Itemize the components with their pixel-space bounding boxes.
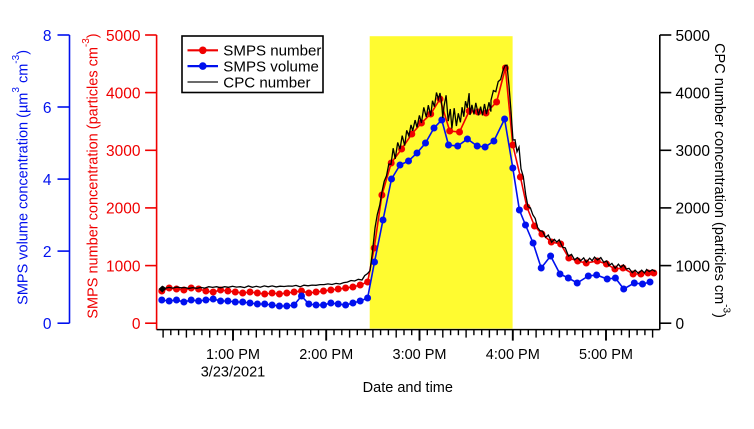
svg-text:SMPS number: SMPS number: [223, 43, 321, 60]
svg-text:4000: 4000: [676, 85, 711, 102]
svg-text:SMPS number concentration (par: SMPS number concentration (particles cm-…: [81, 33, 102, 318]
svg-text:5000: 5000: [676, 28, 711, 45]
svg-text:0: 0: [43, 316, 52, 333]
svg-text:2:00 PM: 2:00 PM: [299, 347, 353, 363]
svg-text:4:00 PM: 4:00 PM: [486, 347, 540, 363]
svg-text:3000: 3000: [676, 143, 711, 160]
svg-text:2: 2: [43, 244, 52, 261]
svg-text:5000: 5000: [106, 28, 141, 45]
svg-text:CPC number concentration (part: CPC number concentration (particles cm-3…: [711, 43, 732, 318]
svg-text:3000: 3000: [106, 143, 141, 160]
svg-text:3/23/2021: 3/23/2021: [201, 364, 266, 380]
svg-text:1000: 1000: [106, 258, 141, 275]
svg-text:0: 0: [132, 316, 141, 333]
svg-text:6: 6: [43, 100, 52, 117]
svg-text:Date and time: Date and time: [363, 380, 453, 396]
svg-text:SMPS volume: SMPS volume: [223, 59, 319, 76]
svg-text:4: 4: [43, 172, 52, 189]
svg-text:2000: 2000: [676, 201, 711, 218]
svg-text:0: 0: [676, 316, 685, 333]
svg-text:4000: 4000: [106, 85, 141, 102]
svg-text:3:00 PM: 3:00 PM: [393, 347, 447, 363]
svg-text:5:00 PM: 5:00 PM: [579, 347, 633, 363]
svg-text:SMPS volume concentration (µm3: SMPS volume concentration (µm3 cm-3): [11, 50, 32, 305]
svg-text:2000: 2000: [106, 201, 141, 218]
svg-text:8: 8: [43, 28, 52, 45]
svg-text:1:00 PM: 1:00 PM: [206, 347, 260, 363]
svg-text:1000: 1000: [676, 258, 711, 275]
svg-text:CPC number: CPC number: [223, 74, 310, 91]
